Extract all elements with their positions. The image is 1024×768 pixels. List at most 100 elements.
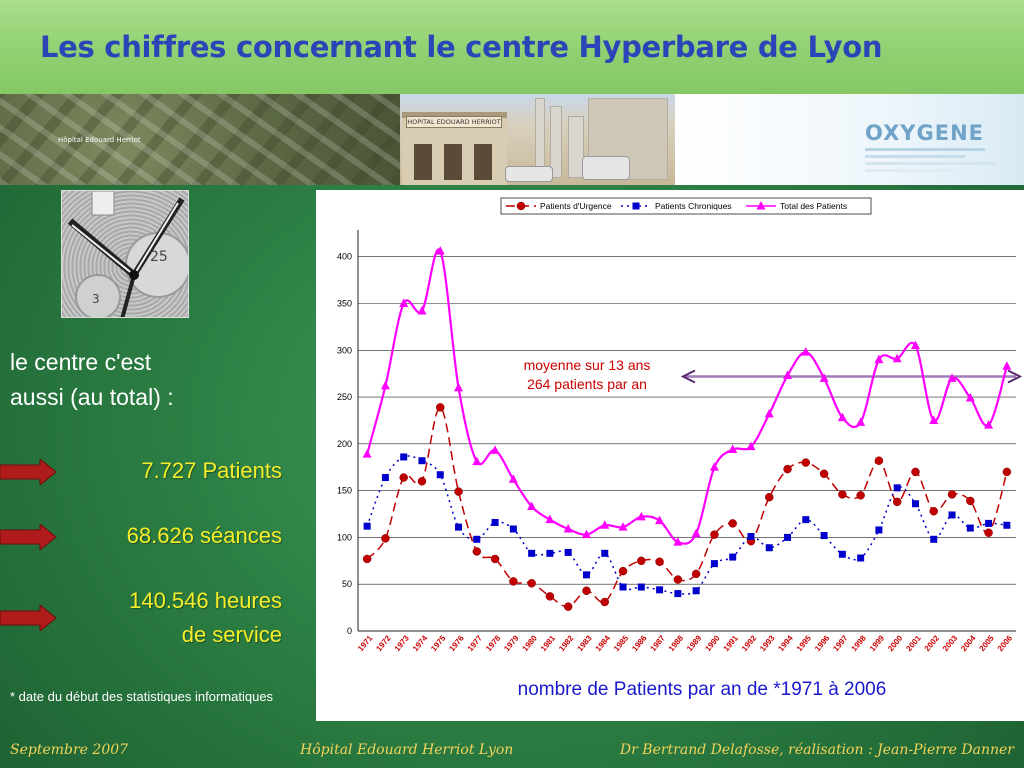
x-tick-label: 1992 — [740, 633, 759, 653]
y-tick-label: 200 — [337, 439, 352, 449]
car — [505, 166, 553, 182]
data-point-total — [910, 340, 920, 350]
red-arrow-icon — [0, 524, 57, 550]
data-point-total — [1002, 361, 1012, 370]
data-point-urgence — [673, 575, 683, 584]
oxygene-logo-text: OXYGENE — [865, 121, 985, 145]
data-point-chroniques — [985, 519, 993, 527]
x-tick-label: 1982 — [557, 633, 576, 653]
building-door — [414, 144, 432, 180]
x-tick-label: 1999 — [868, 633, 887, 653]
x-tick-label: 1983 — [575, 633, 594, 653]
data-point-chroniques — [802, 516, 810, 524]
data-point-chroniques — [546, 549, 554, 557]
data-point-total — [764, 408, 774, 418]
data-point-urgence — [1002, 467, 1012, 477]
data-point-total — [399, 298, 409, 307]
data-point-total — [380, 380, 390, 390]
data-point-urgence — [399, 473, 408, 482]
data-point-chroniques — [838, 550, 846, 558]
data-point-total — [618, 522, 628, 531]
series-urgence — [362, 403, 1012, 611]
chart-panel: 0 50 100 150 200 250 300 350 400 1971 1972 1973 197… — [316, 190, 1024, 721]
title-bar: Les chiffres concernant le centre Hyperb… — [0, 0, 1024, 94]
data-point-urgence — [582, 586, 591, 596]
data-point-chroniques — [857, 554, 865, 562]
hospital-photo: HOPITAL EDOUARD HERRIOT — [400, 94, 675, 185]
intro-line-1: le centre c'est — [10, 349, 152, 375]
data-point-total — [783, 370, 793, 380]
x-tick-label: 2000 — [886, 633, 905, 653]
x-tick-label: 1984 — [594, 633, 613, 653]
stat-service: de service — [181, 622, 282, 647]
data-point-urgence — [417, 477, 427, 486]
annotation-line-2: 264 patients par an — [527, 376, 647, 392]
data-point-urgence — [783, 464, 792, 474]
data-point-chroniques — [601, 549, 609, 557]
x-tick-label: 2001 — [904, 633, 923, 653]
y-tick-label: 150 — [337, 486, 352, 496]
x-tick-label: 1994 — [776, 633, 795, 653]
data-point-urgence — [911, 467, 920, 477]
data-point-urgence — [618, 566, 628, 576]
data-point-chroniques — [784, 533, 792, 541]
data-point-urgence — [801, 458, 811, 467]
chimney — [550, 106, 562, 178]
data-point-total — [746, 441, 756, 451]
data-point-urgence — [929, 506, 938, 516]
data-point-urgence — [655, 557, 664, 567]
data-point-chroniques — [418, 457, 426, 465]
x-tick-label: 1976 — [447, 633, 466, 653]
series-chroniques — [363, 453, 1011, 598]
stat-seances: 68.626 séances — [126, 523, 282, 548]
series-total — [362, 246, 1012, 546]
data-point-urgence — [472, 547, 482, 556]
chart-legend: Patients d'Urgence Patients Chroniques Tot… — [500, 197, 872, 215]
x-tick-label: 1991 — [722, 633, 741, 653]
data-point-chroniques — [381, 474, 389, 482]
x-tick-label: 2004 — [959, 633, 978, 653]
data-point-total — [508, 474, 518, 483]
data-point-chroniques — [582, 571, 590, 579]
data-point-urgence — [490, 554, 500, 564]
data-point-total — [472, 456, 482, 466]
data-point-chroniques — [528, 549, 536, 557]
data-point-urgence — [874, 456, 884, 465]
y-tick-label: 400 — [337, 252, 352, 262]
data-point-urgence — [856, 491, 865, 500]
data-point-chroniques — [820, 532, 828, 540]
data-point-urgence — [765, 492, 774, 502]
data-point-urgence — [454, 487, 463, 496]
data-point-chroniques — [710, 560, 718, 568]
data-point-chroniques — [729, 553, 737, 561]
data-point-chroniques — [765, 544, 773, 552]
x-tick-label: 2002 — [923, 633, 942, 653]
data-point-total — [417, 305, 427, 315]
data-point-chroniques — [692, 587, 700, 595]
footer-date: Septembre 2007 — [10, 742, 129, 758]
x-tick-label: 1972 — [374, 633, 393, 653]
x-tick-label: 1985 — [612, 633, 631, 653]
aerial-photo-label: Hôpital Edouard Herriot — [58, 136, 141, 144]
data-point-chroniques — [491, 518, 499, 526]
data-point-urgence — [545, 592, 555, 601]
data-point-total — [856, 417, 866, 426]
chart-series — [362, 246, 1012, 611]
photo-banner: Hôpital Edouard Herriot HOPITAL EDOUARD … — [0, 94, 1024, 185]
y-tick-label: 0 — [347, 626, 352, 636]
x-tick-label: 1998 — [850, 633, 869, 653]
building-door — [444, 144, 462, 180]
arrow-left-icon — [680, 369, 696, 384]
data-point-urgence — [600, 597, 609, 607]
building-door — [474, 144, 492, 180]
data-point-chroniques — [473, 535, 481, 543]
svg-text:25: 25 — [150, 249, 168, 265]
data-point-total — [892, 353, 902, 363]
legend-marker-chroniques — [632, 202, 640, 210]
data-point-urgence — [710, 530, 719, 539]
x-tick-label: 1973 — [393, 633, 412, 653]
data-point-total — [581, 529, 591, 539]
data-point-urgence — [362, 554, 372, 564]
x-tick-label: 1993 — [758, 633, 777, 653]
legend-marker-total — [756, 201, 766, 210]
